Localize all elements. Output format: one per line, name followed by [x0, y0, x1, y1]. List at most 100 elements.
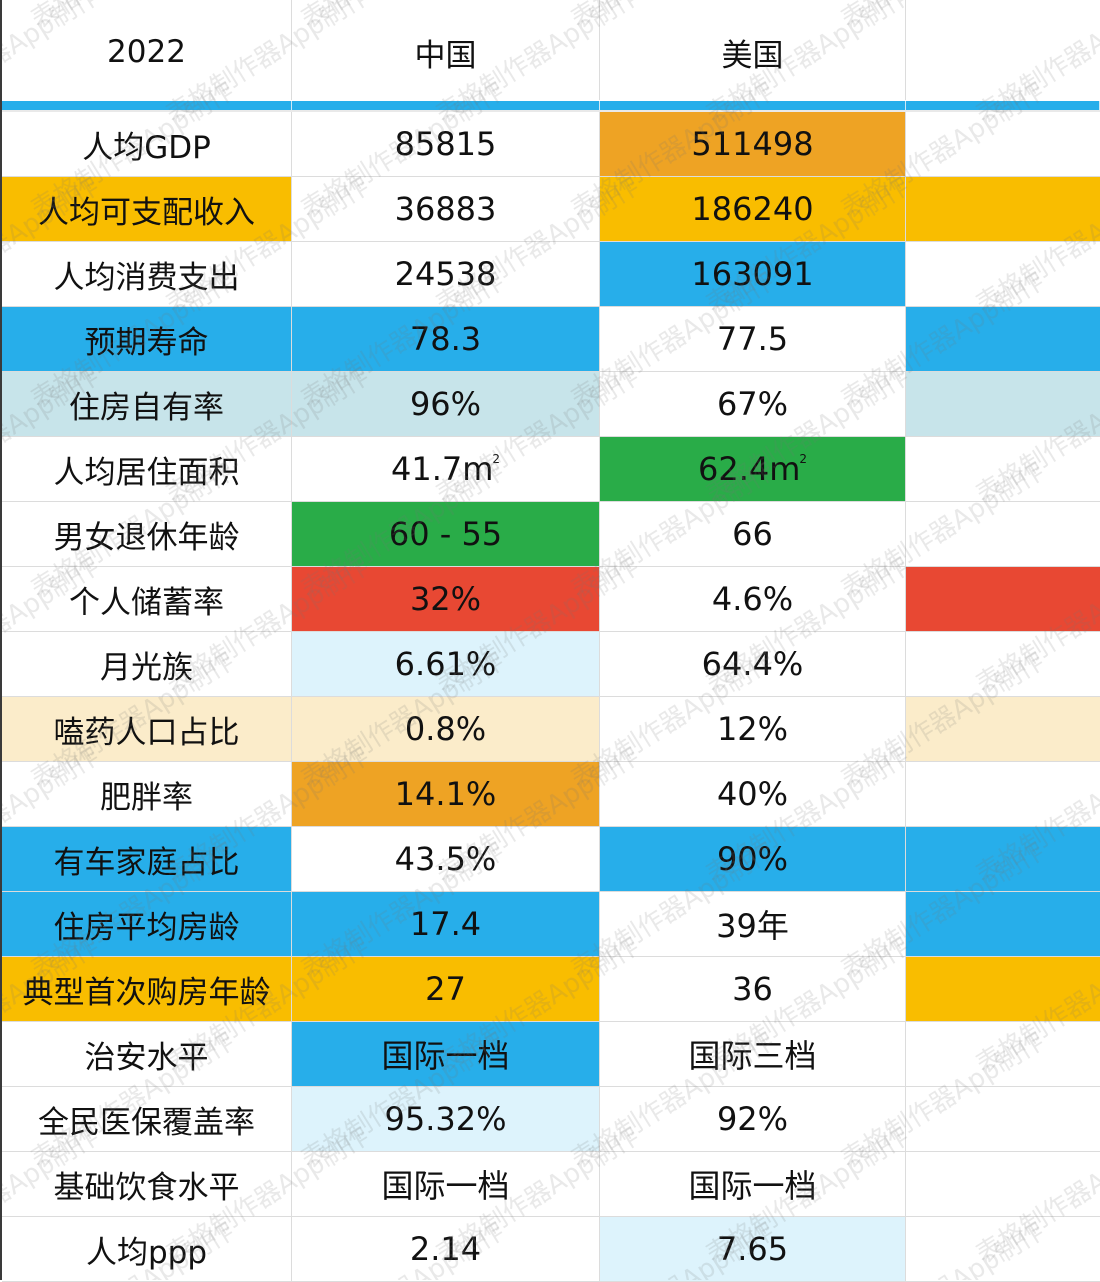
china-value-cell[interactable]: 国际一档: [292, 1152, 600, 1216]
china-value-cell[interactable]: 24538: [292, 242, 600, 306]
usa-value-cell-text: 64.4%: [701, 645, 804, 683]
table-row: 典型首次购房年龄 27 36: [2, 957, 1100, 1022]
extra-cell[interactable]: [906, 762, 1100, 826]
extra-cell[interactable]: [906, 372, 1100, 436]
usa-value-cell[interactable]: 67%: [600, 372, 906, 436]
china-value-cell[interactable]: 60 - 55: [292, 502, 600, 566]
china-value-cell[interactable]: 43.5%: [292, 827, 600, 891]
china-value-cell[interactable]: 96%: [292, 372, 600, 436]
china-value-cell[interactable]: 32%: [292, 567, 600, 631]
china-value-cell[interactable]: 14.1%: [292, 762, 600, 826]
row-label-cell[interactable]: 男女退休年龄: [2, 502, 292, 566]
china-value-cell[interactable]: 85815: [292, 112, 600, 176]
china-value-cell-text: 36883: [394, 190, 497, 228]
usa-value-cell-text: 12%: [716, 710, 789, 748]
header-year[interactable]: 2022: [2, 0, 292, 100]
usa-value-cell[interactable]: 36: [600, 957, 906, 1021]
china-value-cell[interactable]: 36883: [292, 177, 600, 241]
row-label-cell-text: 住房自有率: [69, 389, 224, 426]
row-label-cell[interactable]: 人均可支配收入: [2, 177, 292, 241]
extra-cell[interactable]: [906, 1022, 1100, 1086]
row-label-cell-text: 人均ppp: [85, 1234, 208, 1271]
usa-value-cell[interactable]: 511498: [600, 112, 906, 176]
extra-cell[interactable]: [906, 177, 1100, 241]
usa-value-cell[interactable]: 66: [600, 502, 906, 566]
row-label-cell[interactable]: 典型首次购房年龄: [2, 957, 292, 1021]
row-label-cell[interactable]: 月光族: [2, 632, 292, 696]
china-value-cell[interactable]: 41.7m 2: [292, 437, 600, 501]
usa-value-cell[interactable]: 90%: [600, 827, 906, 891]
china-value-cell[interactable]: 0.8%: [292, 697, 600, 761]
row-label-cell[interactable]: 人均GDP: [2, 112, 292, 176]
table-row: 人均ppp 2.14 7.65: [2, 1217, 1100, 1282]
row-label-cell[interactable]: 全民医保覆盖率: [2, 1087, 292, 1151]
extra-cell[interactable]: [906, 502, 1100, 566]
row-label-cell[interactable]: 治安水平: [2, 1022, 292, 1086]
extra-cell[interactable]: [906, 112, 1100, 176]
table-row: 个人储蓄率 32% 4.6%: [2, 567, 1100, 632]
usa-value-cell[interactable]: 4.6%: [600, 567, 906, 631]
china-value-cell[interactable]: 17.4: [292, 892, 600, 956]
extra-cell[interactable]: [906, 307, 1100, 371]
header-usa[interactable]: 美国: [600, 0, 906, 100]
china-value-cell-text: 27: [425, 970, 466, 1008]
usa-value-cell-text: 4.6%: [711, 580, 794, 618]
usa-value-cell[interactable]: 92%: [600, 1087, 906, 1151]
extra-cell[interactable]: [906, 567, 1100, 631]
extra-cell[interactable]: [906, 892, 1100, 956]
usa-value-cell[interactable]: 62.4m 2: [600, 437, 906, 501]
usa-value-cell[interactable]: 国际三档: [600, 1022, 906, 1086]
row-label-cell[interactable]: 住房自有率: [2, 372, 292, 436]
table-row: 男女退休年龄 60 - 55 66: [2, 502, 1100, 567]
extra-cell[interactable]: [906, 1152, 1100, 1216]
usa-value-cell[interactable]: 39年: [600, 892, 906, 956]
table-row: 人均可支配收入 36883 186240: [2, 177, 1100, 242]
row-label-cell[interactable]: 预期寿命: [2, 307, 292, 371]
row-label-cell-text: 预期寿命: [84, 324, 209, 361]
usa-value-cell-text: 186240: [691, 190, 814, 228]
china-value-cell[interactable]: 95.32%: [292, 1087, 600, 1151]
extra-cell[interactable]: [906, 827, 1100, 891]
china-value-cell[interactable]: 27: [292, 957, 600, 1021]
china-value-cell[interactable]: 78.3: [292, 307, 600, 371]
usa-value-cell-text: 67%: [716, 385, 789, 423]
extra-cell[interactable]: [906, 437, 1100, 501]
extra-cell[interactable]: [906, 1087, 1100, 1151]
china-value-cell-text: 95.32%: [384, 1100, 507, 1138]
row-label-cell[interactable]: 个人储蓄率: [2, 567, 292, 631]
row-label-cell[interactable]: 人均居住面积: [2, 437, 292, 501]
row-label-cell[interactable]: 肥胖率: [2, 762, 292, 826]
table-row: 住房自有率 96% 67%: [2, 372, 1100, 437]
row-label-cell[interactable]: 有车家庭占比: [2, 827, 292, 891]
extra-cell[interactable]: [906, 697, 1100, 761]
usa-value-cell[interactable]: 163091: [600, 242, 906, 306]
usa-value-cell[interactable]: 64.4%: [600, 632, 906, 696]
china-value-cell-text: 6.61%: [394, 645, 497, 683]
row-label-cell-text: 肥胖率: [100, 779, 193, 816]
china-value-cell-text: 14.1%: [394, 775, 497, 813]
row-label-cell-text: 住房平均房龄: [53, 909, 240, 946]
usa-value-cell[interactable]: 7.65: [600, 1217, 906, 1281]
usa-value-cell[interactable]: 186240: [600, 177, 906, 241]
china-value-cell[interactable]: 2.14: [292, 1217, 600, 1281]
row-label-cell[interactable]: 住房平均房龄: [2, 892, 292, 956]
table-row: 肥胖率 14.1% 40%: [2, 762, 1100, 827]
row-label-cell[interactable]: 人均ppp: [2, 1217, 292, 1281]
china-value-cell[interactable]: 6.61%: [292, 632, 600, 696]
usa-value-cell[interactable]: 40%: [600, 762, 906, 826]
extra-cell[interactable]: [906, 1217, 1100, 1281]
usa-value-cell[interactable]: 77.5: [600, 307, 906, 371]
extra-cell[interactable]: [906, 242, 1100, 306]
row-label-cell[interactable]: 基础饮食水平: [2, 1152, 292, 1216]
usa-value-cell[interactable]: 12%: [600, 697, 906, 761]
row-label-cell-text: 人均居住面积: [53, 454, 240, 491]
extra-cell[interactable]: [906, 632, 1100, 696]
row-label-cell[interactable]: 人均消费支出: [2, 242, 292, 306]
usa-value-cell-text: 66: [732, 515, 773, 553]
usa-value-cell[interactable]: 国际一档: [600, 1152, 906, 1216]
extra-cell[interactable]: [906, 957, 1100, 1021]
row-label-cell[interactable]: 嗑药人口占比: [2, 697, 292, 761]
china-value-cell[interactable]: 国际一档: [292, 1022, 600, 1086]
header-china[interactable]: 中国: [292, 0, 600, 100]
header-empty[interactable]: [906, 0, 1100, 100]
